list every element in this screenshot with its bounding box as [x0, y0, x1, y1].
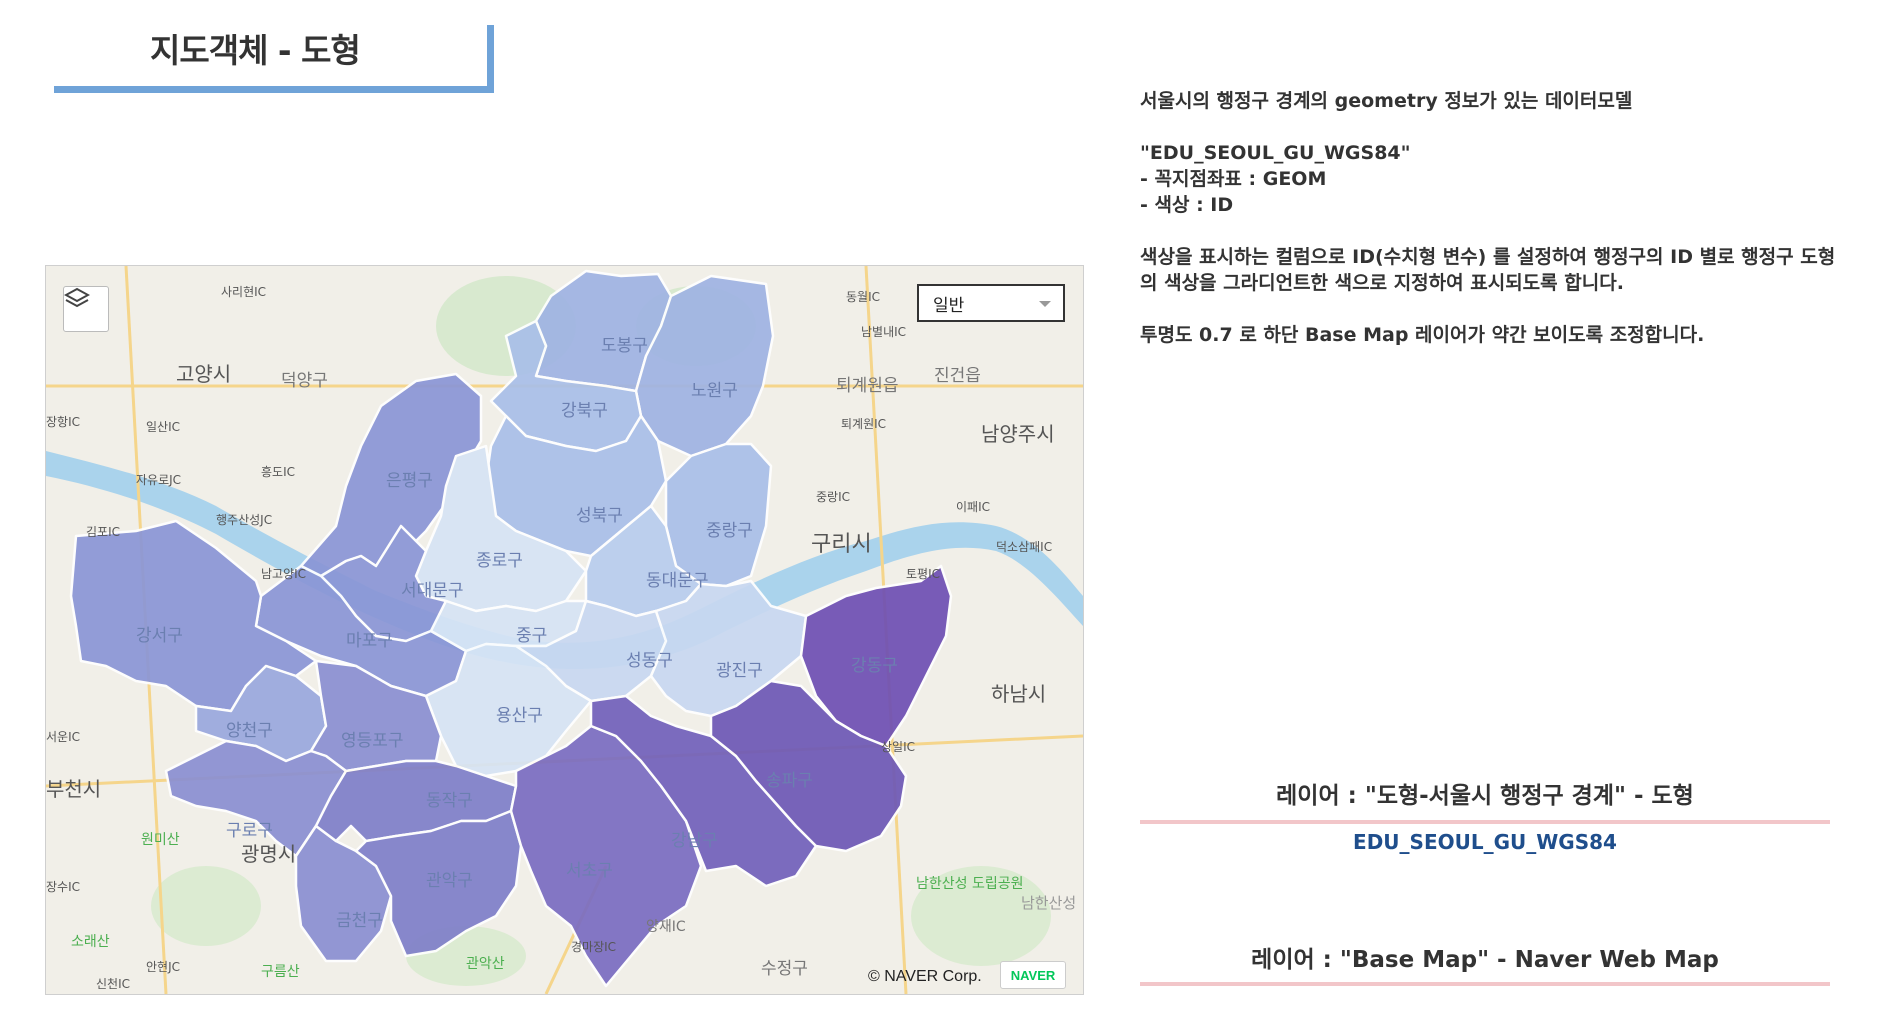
- layers-icon: [64, 287, 90, 308]
- label-wonmisan: 원미산: [141, 832, 180, 848]
- ic-gimpo: 김포IC: [86, 525, 120, 539]
- label-jung: 중구: [516, 626, 547, 646]
- label-soraesan: 소래산: [71, 934, 110, 950]
- label-gangseo: 강서구: [136, 626, 183, 646]
- map-type-value: 일반: [933, 295, 965, 316]
- district-layer: [69, 269, 953, 988]
- label-jingeon: 진건읍: [934, 366, 981, 386]
- desc-field-geom: - 꼭지점좌표 : GEOM: [1140, 168, 1327, 190]
- ic-sarihyeon: 사리현IC: [221, 285, 266, 299]
- desc-para2-line1: 색상을 표시하는 컬럼으로 ID(수치형 변수) 를 설정하여 행정구의 ID …: [1140, 246, 1836, 268]
- layer-toggle-button[interactable]: [63, 286, 109, 332]
- ic-ipae: 이패IC: [956, 500, 990, 514]
- ic-sincheon: 신천IC: [96, 976, 130, 991]
- ic-janghang: 장항IC: [46, 415, 80, 429]
- ic-anhyeon: 안현JC: [146, 960, 180, 974]
- label-yongsan: 용산구: [496, 706, 543, 726]
- ic-gyeongmajang: 경마장IC: [571, 940, 616, 954]
- desc-line1: 서울시의 행정구 경계의 geometry 정보가 있는 데이터모델: [1140, 90, 1633, 112]
- label-dobong: 도봉구: [601, 336, 648, 356]
- label-mapo: 마포구: [346, 631, 393, 651]
- label-namhansanseong: 남한산성: [1021, 894, 1076, 912]
- label-seodaemun: 서대문구: [401, 581, 464, 601]
- map-canvas[interactable]: 도봉구 노원구 강북구 은평구 성북구 중랑구 서대문구 동대문구 종로구 마포…: [46, 266, 1083, 994]
- district-gangdong: [799, 564, 953, 748]
- label-jungnang: 중랑구: [706, 521, 753, 541]
- legend-layer1-label: 레이어 : "도형-서울시 행정구 경계" - 도형: [1276, 783, 1694, 809]
- han-river: [46, 451, 1083, 670]
- label-guri: 구리시: [811, 532, 872, 557]
- ic-sangil: 상일IC: [881, 740, 915, 754]
- district-jungnang: [664, 442, 773, 588]
- ic-dongwol: 동월IC: [846, 290, 880, 304]
- legend-layer2-label: 레이어 : "Base Map" - Naver Web Map: [1251, 947, 1719, 973]
- label-gangnam: 강남구: [671, 831, 718, 851]
- desc-para2-line2: 의 색상을 그라디언트한 색으로 지정하여 표시되도록 합니다.: [1140, 272, 1624, 294]
- legend-divider: [1140, 820, 1830, 824]
- ic-seoun: 서운IC: [46, 730, 80, 744]
- label-namhansanseong-park: 남한산성 도립공원: [916, 876, 1024, 892]
- ic-heungdo: 흥도IC: [261, 465, 295, 479]
- desc-para3: 투명도 0.7 로 하단 Base Map 레이어가 약간 보이도록 조정합니다…: [1140, 324, 1705, 346]
- map-type-select[interactable]: 일반: [917, 284, 1065, 322]
- description: 서울시의 행정구 경계의 geometry 정보가 있는 데이터모델 "EDU_…: [1140, 88, 1870, 348]
- ic-namgoyang: 남고양IC: [261, 567, 306, 581]
- district-songpa: [709, 679, 908, 853]
- label-toegyewon: 퇴계원읍: [836, 376, 899, 396]
- ic-deokso: 덕소삼패IC: [996, 540, 1052, 554]
- label-gwanak: 관악구: [426, 871, 473, 891]
- district-gwanak: [354, 809, 523, 958]
- label-bucheon: 부천시: [46, 777, 101, 801]
- label-gwanaksan: 관악산: [466, 956, 505, 972]
- label-yangjae-ic: 양재IC: [646, 919, 686, 935]
- label-seongbuk: 성북구: [576, 506, 623, 526]
- district-gangnam: [589, 694, 818, 888]
- map-viewer[interactable]: 도봉구 노원구 강북구 은평구 성북구 중랑구 서대문구 동대문구 종로구 마포…: [45, 265, 1084, 995]
- label-seongdong: 성동구: [626, 651, 673, 671]
- desc-field-color: - 색상 : ID: [1140, 194, 1234, 216]
- label-yangcheon: 양천구: [226, 721, 273, 741]
- map-copyright: © NAVER Corp.: [868, 968, 982, 985]
- ic-jungnang: 중랑IC: [816, 490, 850, 504]
- label-namyangju: 남양주시: [981, 422, 1055, 446]
- label-seocho: 서초구: [566, 861, 613, 881]
- ic-haengjusanseong: 행주산성JC: [216, 512, 272, 527]
- ic-ilsan: 일산IC: [146, 420, 180, 434]
- desc-model-name: "EDU_SEOUL_GU_WGS84": [1140, 142, 1411, 164]
- district-labels: 도봉구 노원구 강북구 은평구 성북구 중랑구 서대문구 동대문구 종로구 마포…: [136, 336, 898, 931]
- label-nowon: 노원구: [691, 381, 738, 401]
- label-gwangjin: 광진구: [716, 661, 763, 681]
- label-eunpyeong: 은평구: [386, 471, 433, 491]
- label-gwangmyeong: 광명시: [241, 842, 296, 866]
- label-goyang: 고양시: [176, 362, 231, 386]
- label-sujeong: 수정구: [761, 959, 808, 979]
- label-jongno: 종로구: [476, 551, 523, 571]
- label-hanam: 하남시: [991, 682, 1046, 706]
- legend-divider: [1140, 982, 1830, 986]
- label-gureumsan: 구름산: [261, 964, 300, 980]
- ic-nambyeolnae: 남별내IC: [861, 325, 906, 339]
- ic-topyeong: 토평IC: [906, 567, 940, 581]
- page-title: 지도객체 - 도형: [150, 31, 361, 70]
- title-box: [54, 25, 494, 93]
- park-area: [911, 866, 1051, 966]
- ic-jangsu: 장수IC: [46, 880, 80, 894]
- ic-markers: 사리현IC 동월IC 남별내IC 퇴계원IC 일산IC 흥도IC 자유로JC 김…: [46, 285, 1052, 991]
- label-dongdaemun: 동대문구: [646, 571, 709, 591]
- label-geumcheon: 금천구: [336, 911, 383, 931]
- label-guro: 구로구: [226, 821, 273, 841]
- ic-toegyewon: 퇴계원IC: [841, 417, 886, 431]
- label-gangdong: 강동구: [851, 656, 898, 676]
- naver-logo[interactable]: NAVER: [1000, 961, 1066, 989]
- chevron-down-icon: [1039, 301, 1051, 307]
- label-yeongdeungpo: 영등포구: [341, 731, 404, 751]
- label-deogyang: 덕양구: [281, 371, 328, 391]
- park-area: [151, 866, 261, 946]
- label-gangbuk: 강북구: [561, 401, 608, 421]
- ic-jayuro: 자유로JC: [136, 473, 181, 487]
- legend-layer1-model: EDU_SEOUL_GU_WGS84: [1353, 830, 1617, 854]
- label-songpa: 송파구: [766, 771, 813, 791]
- place-labels: 고양시 덕양구 구리시 남양주시 하남시 광명시 부천시 진건읍 퇴계원읍 소래…: [46, 362, 1076, 980]
- label-dongjak: 동작구: [426, 791, 473, 811]
